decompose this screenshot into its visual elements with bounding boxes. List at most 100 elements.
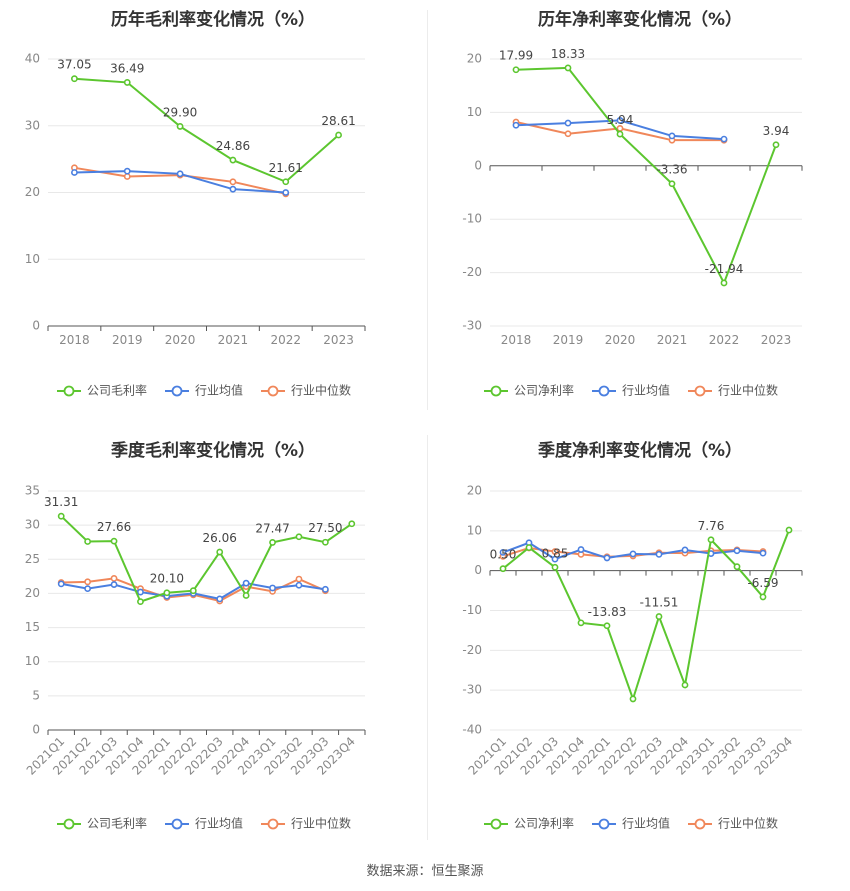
data-label: 20.10	[150, 572, 184, 586]
data-point-company	[229, 156, 237, 164]
data-point-company	[551, 563, 559, 571]
data-point-avg	[71, 169, 78, 176]
legend-item: 公司毛利率	[57, 816, 147, 831]
y-tick-label: 15	[25, 620, 40, 634]
data-point-company	[733, 563, 741, 571]
x-tick-label: 2021	[657, 333, 688, 347]
data-point-company	[616, 130, 624, 138]
data-point-avg	[269, 584, 276, 592]
data-point-avg	[616, 117, 624, 124]
x-tick-label: 2023	[323, 333, 354, 347]
data-point-company	[123, 79, 131, 86]
y-tick-label: 10	[25, 654, 40, 668]
data-point-company	[577, 619, 585, 627]
panel-divider-bottom	[427, 435, 428, 840]
data-point-avg	[681, 546, 689, 554]
data-point-avg	[668, 132, 676, 140]
data-point-company	[707, 536, 715, 544]
data-point-median	[123, 173, 131, 180]
data-label: 36.49	[110, 61, 144, 75]
data-point-avg	[720, 135, 728, 143]
data-point-avg	[242, 579, 250, 587]
legend-marker	[267, 818, 279, 830]
x-tick-label: 2020	[165, 333, 196, 347]
y-tick-label: 10	[25, 252, 40, 266]
data-label: -11.51	[640, 596, 679, 610]
chart-title: 季度净利率变化情况（%）	[538, 440, 742, 461]
data-point-company	[57, 512, 65, 520]
legend-marker	[490, 818, 502, 830]
y-tick-label: 30	[25, 118, 40, 132]
y-tick-label: 0	[32, 723, 40, 737]
data-point-avg	[655, 550, 663, 558]
legend-label: 行业中位数	[718, 816, 778, 831]
data-label: 0.50	[490, 548, 517, 562]
chart-title: 季度毛利率变化情况（%）	[111, 440, 315, 461]
data-label: 37.05	[57, 58, 91, 72]
chart-quarterly-gross: 季度毛利率变化情况（%）051015202530352021Q12021Q220…	[24, 440, 366, 831]
data-point-company	[668, 180, 676, 188]
data-point-avg	[577, 546, 585, 553]
data-point-company	[295, 533, 303, 541]
data-point-avg	[733, 547, 741, 555]
data-point-avg	[629, 550, 637, 558]
data-point-company	[216, 548, 224, 556]
legend-marker	[490, 385, 502, 397]
data-label: 0.85	[542, 546, 569, 560]
legend-marker	[598, 818, 610, 830]
y-tick-label: 20	[467, 52, 482, 66]
legend-item: 公司净利率	[484, 816, 574, 831]
data-label: -13.83	[588, 605, 627, 619]
y-tick-label: -10	[462, 212, 482, 226]
y-tick-label: 10	[467, 523, 482, 537]
data-label: 27.50	[308, 521, 342, 535]
y-tick-label: 10	[467, 105, 482, 119]
data-point-company	[110, 537, 118, 545]
data-point-company	[525, 544, 533, 551]
y-tick-label: -20	[462, 643, 482, 657]
data-label: 29.90	[163, 105, 197, 119]
data-point-company	[71, 75, 78, 83]
y-tick-label: -10	[462, 603, 482, 617]
data-label: 17.99	[499, 49, 533, 63]
legend-item: 行业均值	[592, 816, 670, 831]
legend-item: 行业均值	[592, 383, 670, 398]
chart-quarterly-net: 季度净利率变化情况（%）-40-30-20-10010202021Q12021Q…	[462, 440, 803, 831]
data-point-avg	[564, 119, 572, 127]
legend-label: 行业中位数	[291, 383, 351, 398]
y-tick-label: 40	[25, 52, 40, 66]
data-point-avg	[57, 580, 65, 588]
data-point-median	[295, 575, 303, 583]
x-tick-label: 2019	[553, 333, 584, 347]
series-line-company	[502, 529, 790, 703]
series-line-company	[60, 515, 353, 603]
legend-item: 公司净利率	[484, 383, 574, 398]
legend-marker	[171, 818, 183, 830]
data-point-company	[189, 587, 197, 595]
data-point-avg	[759, 549, 767, 557]
x-tick-label: 2018	[59, 333, 90, 347]
legend-label: 公司净利率	[514, 816, 574, 831]
data-label: 31.31	[44, 495, 78, 509]
chart-annual-gross: 历年毛利率变化情况（%） 0 10 20 30 40 2018 2019 2020 2021 202…	[25, 9, 366, 398]
series-line-company	[74, 77, 340, 183]
legend-item: 行业均值	[165, 383, 243, 398]
data-point-company	[335, 131, 342, 139]
legend-item: 行业中位数	[688, 383, 778, 398]
y-tick-label: 35	[25, 484, 40, 498]
data-label: -6.59	[747, 576, 778, 590]
legend-marker	[598, 385, 610, 397]
x-tick-label: 2022	[709, 333, 740, 347]
data-point-company	[681, 681, 689, 689]
data-point-company	[269, 539, 276, 546]
legend-marker	[267, 385, 279, 397]
data-label: 7.76	[698, 519, 725, 533]
legend-label: 行业均值	[622, 383, 670, 398]
data-label: 27.66	[97, 520, 131, 534]
data-label: 3.94	[763, 124, 790, 138]
data-point-median	[229, 178, 237, 186]
x-tick-label: 2018	[501, 333, 532, 347]
legend-label: 公司毛利率	[87, 383, 147, 398]
chart-annual-net: 历年净利率变化情况（%） -30 -20 -10 0 10 20 2018 2019 2020 20…	[462, 9, 803, 398]
